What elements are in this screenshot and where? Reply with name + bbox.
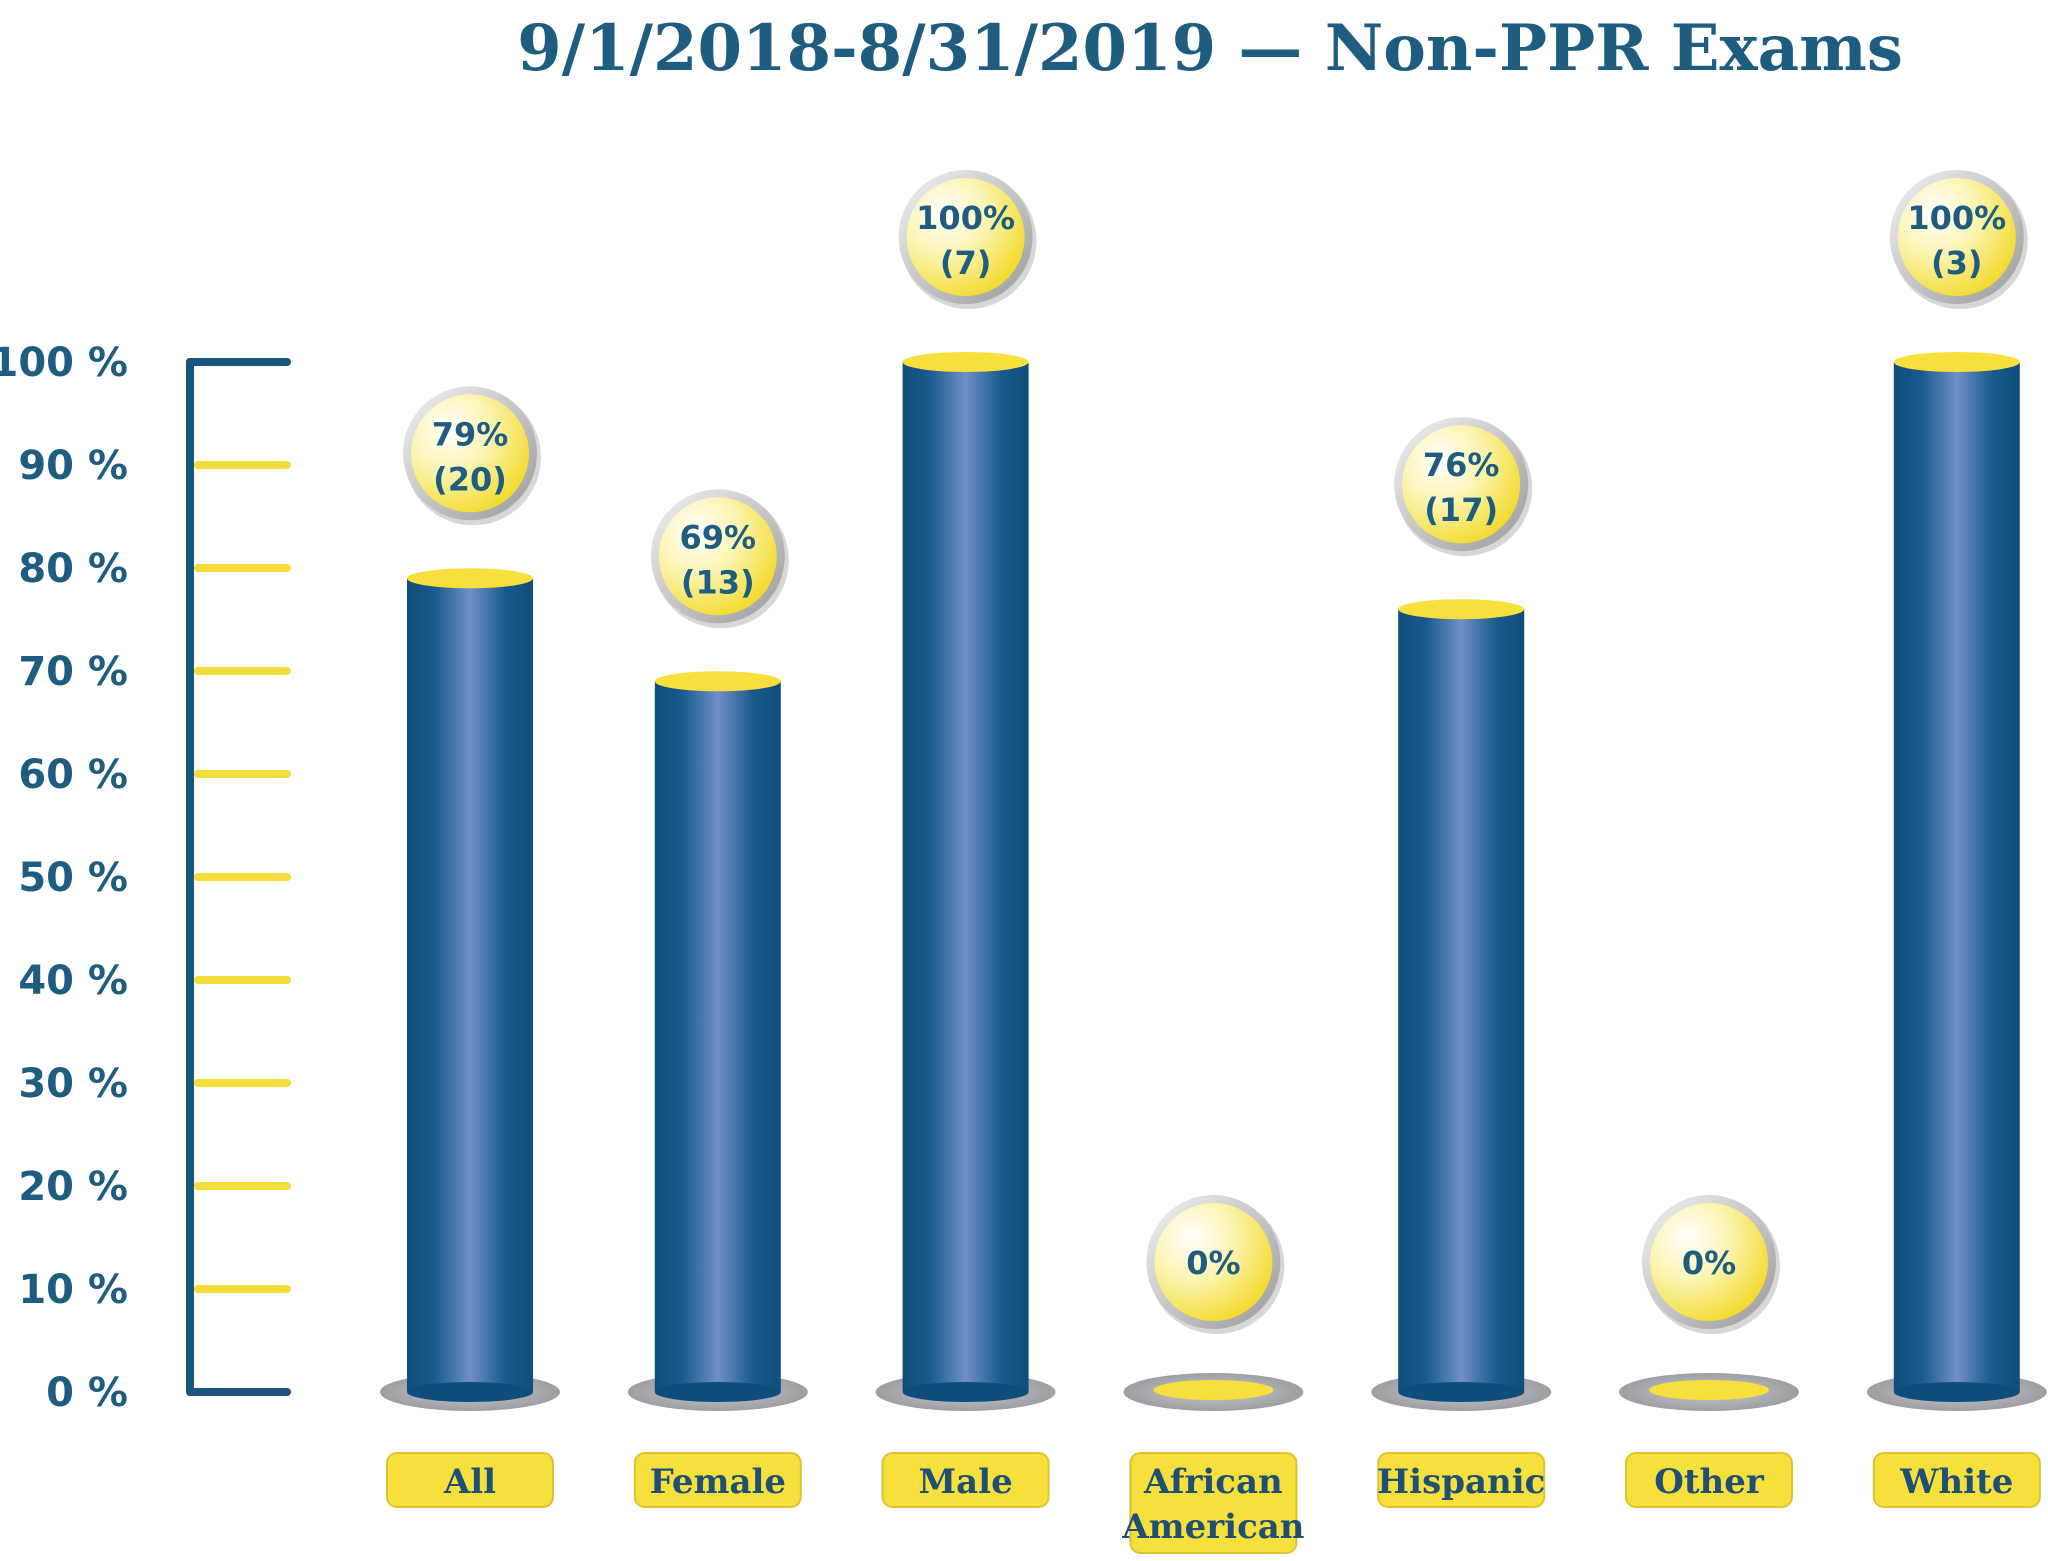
category-label: Hispanic: [1377, 1452, 1546, 1508]
category-label: African American: [1121, 1452, 1305, 1554]
data-label-count: (20): [433, 460, 507, 498]
category-label: White: [1872, 1452, 2041, 1508]
bar-top-cap: [1893, 352, 2020, 372]
data-label-count: (7): [940, 244, 992, 282]
data-label-percent: 79%: [432, 415, 509, 453]
category-text: Hispanic: [1377, 1462, 1545, 1502]
bar-bottom-cap: [1893, 1382, 2020, 1402]
value-bubble: [658, 497, 777, 616]
y-tick-label: 100 %: [0, 340, 128, 386]
bar-group: 79% (20): [380, 386, 560, 1411]
bar: [902, 362, 1029, 1392]
value-bubble: [1650, 1203, 1768, 1321]
chart-title: 9/1/2018-8/31/2019 — Non-PPR Exams: [517, 11, 1903, 86]
category-text: Male: [918, 1462, 1012, 1502]
category-text: Female: [650, 1462, 786, 1502]
bar-group: 0%: [1123, 1195, 1304, 1411]
category-box: [881, 1452, 1050, 1508]
y-tick-label: 80 %: [18, 546, 128, 592]
data-label-percent: 100%: [1907, 199, 2006, 237]
bar-bottom-cap: [902, 1382, 1029, 1402]
y-tick-label: 30 %: [18, 1061, 128, 1107]
bar: [407, 578, 533, 1392]
bar: [1893, 362, 2020, 1392]
category-box: [386, 1452, 554, 1508]
data-label-percent: 0%: [1682, 1244, 1736, 1282]
bar-group: 100% (3): [1866, 170, 2047, 1411]
value-bubble: [906, 178, 1025, 296]
y-tick-label: 20 %: [18, 1164, 128, 1210]
y-tick-label: 50 %: [18, 855, 128, 901]
data-label-count: (3): [1931, 244, 1983, 282]
bar-group: 76% (17): [1371, 417, 1552, 1411]
bars: 79% (20) 69% (13) 100% (7) 0% 76% (17) 0% 100% (3): [380, 170, 2047, 1411]
bar-top-cap: [654, 671, 781, 692]
bar: [1398, 609, 1525, 1392]
category-text: White: [1899, 1462, 2013, 1502]
category-box: [1377, 1452, 1546, 1508]
value-bubble: [1402, 425, 1521, 544]
category-label: Male: [881, 1452, 1050, 1508]
y-tick-label: 0 %: [46, 1370, 128, 1416]
category-text: African: [1143, 1462, 1283, 1502]
value-bubble: [1897, 178, 2016, 296]
category-box: [1129, 1452, 1298, 1554]
bar-group: 100% (7): [875, 170, 1056, 1411]
bar-top-cap: [902, 352, 1029, 372]
y-tick-label: 60 %: [18, 752, 128, 798]
y-tick-label: 90 %: [18, 443, 128, 489]
data-label-count: (17): [1424, 491, 1498, 529]
bar-top-cap: [1398, 599, 1525, 620]
bar-group: 69% (13): [627, 489, 808, 1411]
y-tick-label: 10 %: [18, 1267, 128, 1313]
category-box: [1625, 1452, 1793, 1508]
bar-bottom-cap: [654, 1382, 781, 1402]
bar-bottom-cap: [407, 1382, 533, 1402]
category-box: [633, 1452, 802, 1508]
bar: [654, 681, 781, 1392]
data-label-percent: 0%: [1186, 1244, 1240, 1282]
data-label-count: (13): [681, 563, 755, 601]
y-tick-label: 40 %: [18, 958, 128, 1004]
category-label: Female: [633, 1452, 802, 1508]
category-labels: All Female Male African American Hispanic Othe…: [386, 1452, 2041, 1554]
y-axis: 0 % 10 % 20 % 30 % 40 % 50 % 60 % 70 % 80 % 90 % 1…: [0, 340, 291, 1416]
category-label: Other: [1625, 1452, 1793, 1508]
category-text: All: [443, 1462, 496, 1502]
category-box: [1872, 1452, 2041, 1508]
data-label-percent: 69%: [680, 518, 757, 556]
value-bubble: [411, 394, 529, 513]
category-label: All: [386, 1452, 554, 1508]
bar-top-cap: [407, 568, 533, 589]
value-bubble: [1154, 1203, 1273, 1321]
bar-group: 0%: [1619, 1195, 1799, 1411]
bar-bottom-cap: [1398, 1382, 1525, 1402]
data-label-percent: 100%: [916, 199, 1015, 237]
category-text: Other: [1654, 1462, 1765, 1502]
y-tick-label: 70 %: [18, 649, 128, 695]
bar-empty-cap: [1153, 1380, 1274, 1400]
bar-empty-cap: [1649, 1380, 1769, 1400]
category-text: American: [1121, 1507, 1304, 1547]
data-label-percent: 76%: [1423, 446, 1500, 484]
